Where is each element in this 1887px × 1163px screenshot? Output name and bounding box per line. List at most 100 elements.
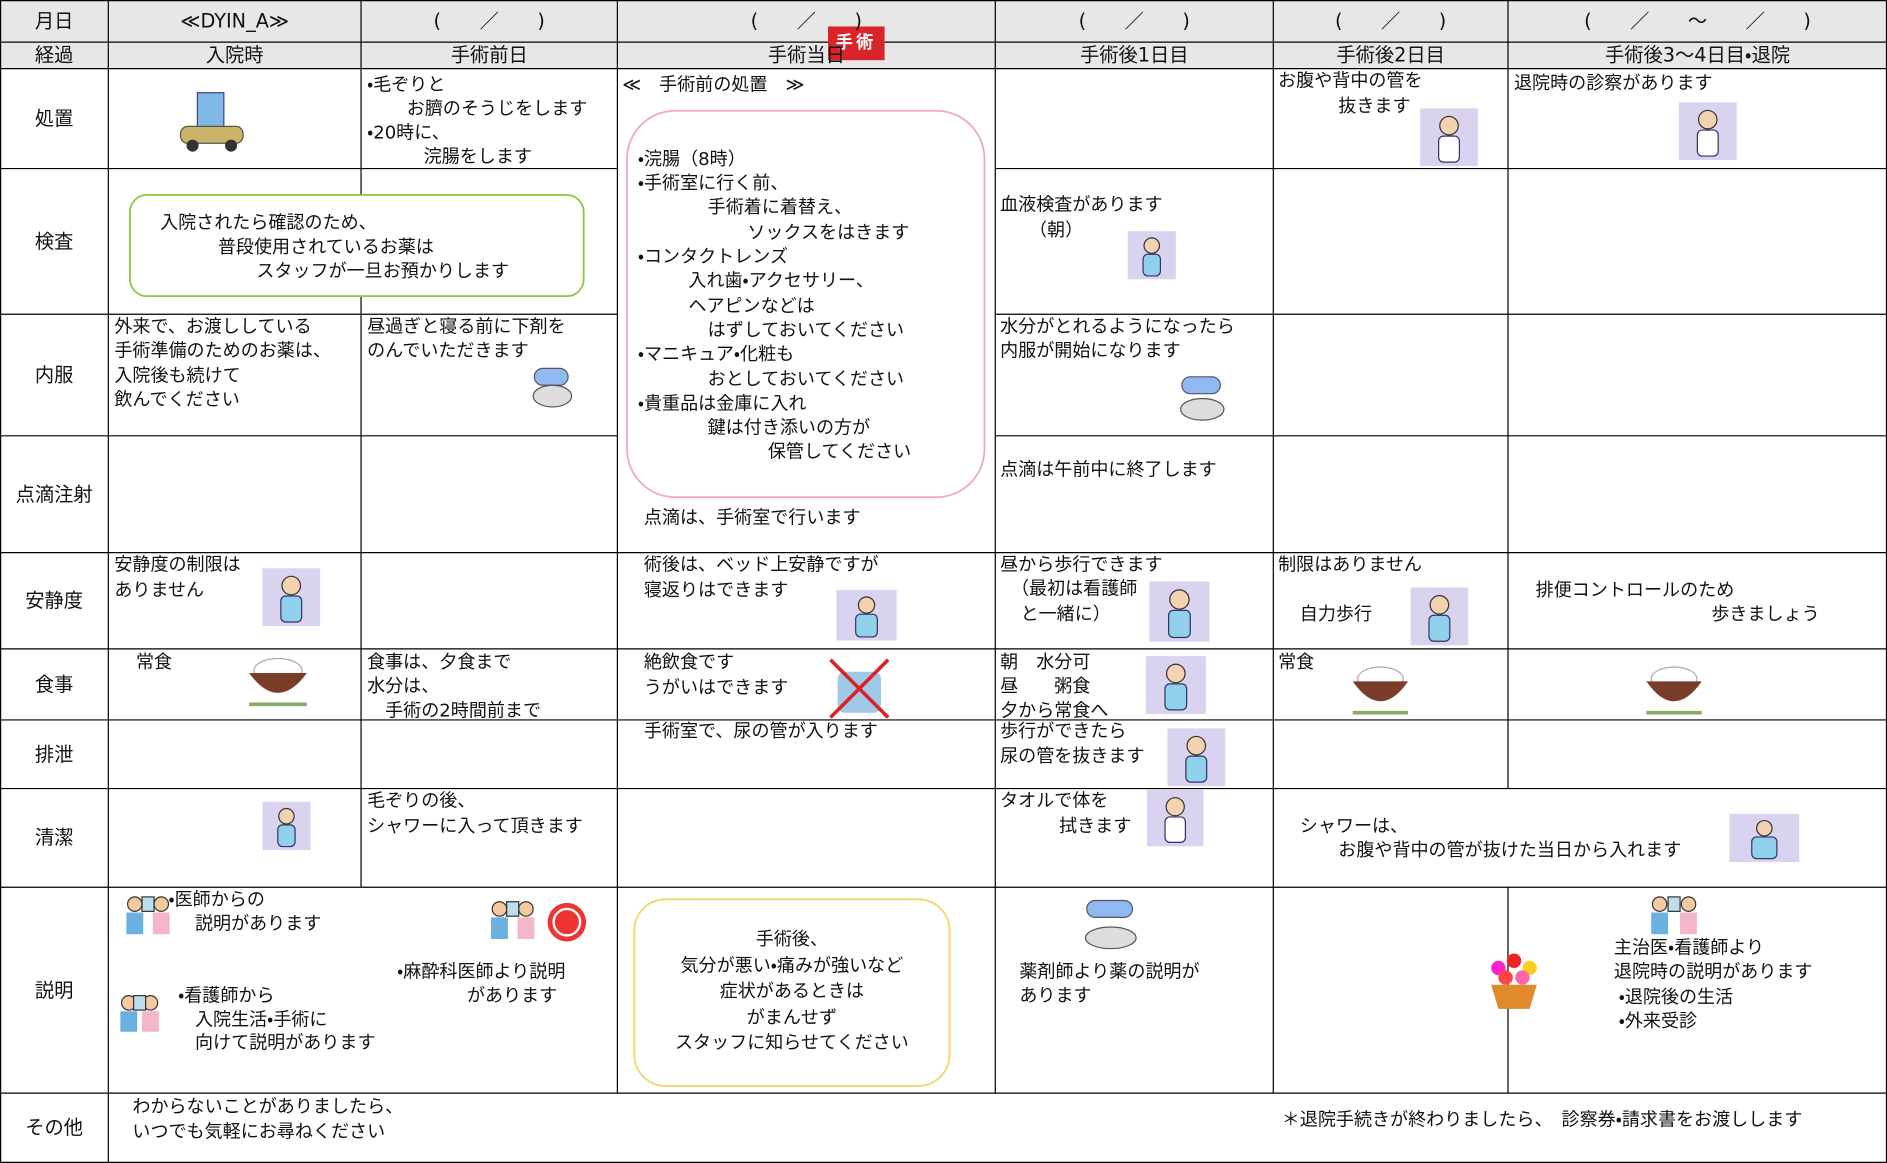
row-label: 清潔 — [34, 825, 74, 849]
note-line: 説明があります — [194, 912, 322, 935]
note-line: 鍵は付き添いの方が — [707, 416, 871, 439]
row-label: 説明 — [34, 978, 74, 1002]
row-label: 点滴注射 — [15, 482, 93, 506]
icon — [1167, 609, 1191, 639]
icon — [1180, 397, 1225, 421]
note-line: があります — [466, 984, 558, 1007]
icon — [1164, 816, 1187, 843]
note-line: いつでも気軽にお尋ねください — [132, 1120, 386, 1142]
date-cell: ( ／ ) — [1078, 9, 1190, 33]
icon — [1185, 755, 1208, 783]
icon — [491, 917, 508, 940]
icon — [1491, 984, 1537, 1009]
row-label: 処置 — [34, 107, 74, 131]
note-line: シャワーに入って頂きます — [367, 814, 583, 837]
icon — [153, 896, 170, 912]
note-line: 薬剤師より薬の説明が — [1019, 960, 1200, 983]
note-line: ・コンタクトレンズ — [637, 245, 789, 268]
note-line: 外来で、お渡ししている — [114, 315, 312, 337]
icon — [1164, 683, 1188, 711]
icon — [1084, 926, 1137, 950]
icon — [126, 912, 144, 935]
date-cell: 月日 — [34, 9, 74, 33]
note-line: 抜きます — [1338, 94, 1411, 117]
note-line: 普段使用されているお薬は — [217, 235, 434, 258]
icon — [1651, 896, 1668, 912]
note-line: ・マニキュア・化粧も — [637, 343, 795, 366]
note-line: シャワーは、 — [1299, 815, 1409, 837]
icon — [1165, 663, 1186, 684]
icon — [132, 995, 147, 1011]
note-line: のんでいただきます — [367, 339, 529, 362]
note-line: タオルで体を — [1000, 789, 1109, 811]
note-line: ・手術室に行く前、 — [637, 172, 789, 194]
icon — [1142, 253, 1162, 277]
stage-cell: 経過 — [34, 43, 74, 67]
icon — [1352, 681, 1409, 702]
note-line: 主治医・看護師より — [1613, 936, 1765, 959]
note-line: 点滴は、手術室で行います — [643, 506, 861, 529]
note-line: 常食 — [1278, 651, 1315, 673]
note-line: あります — [1019, 984, 1092, 1007]
row-label: その他 — [25, 1116, 84, 1139]
icon — [277, 824, 296, 848]
note-line: 症状があるときは — [719, 980, 865, 1002]
icon — [532, 384, 573, 408]
icon — [857, 596, 876, 614]
icon — [280, 595, 303, 623]
stage-cell: 手術後1日目 — [1080, 43, 1189, 67]
note-line: 退院時の診察があります — [1514, 72, 1713, 94]
icon — [1143, 237, 1161, 254]
icon — [506, 901, 520, 917]
icon — [1680, 896, 1697, 912]
note-line: 尿の管を抜きます — [1000, 744, 1145, 767]
row-label: 検査 — [34, 229, 74, 253]
icon — [1515, 970, 1530, 985]
icon — [120, 1011, 138, 1032]
note-line: 入れ歯・アクセサリー、 — [688, 270, 874, 292]
icon — [1498, 970, 1513, 985]
icon — [829, 658, 890, 719]
icon — [1186, 735, 1207, 756]
note-line: 気分が悪い・痛みが強いなど — [680, 954, 904, 977]
note-line: 浣腸をします — [423, 145, 532, 168]
note-line: 朝 水分可 — [1000, 651, 1091, 673]
icon — [1086, 899, 1134, 918]
note-line: 手術の2時間前まで — [385, 699, 542, 722]
note-line: 安静度の制限は — [114, 553, 241, 575]
note-line: 術後は、ベッド上安静ですが — [643, 553, 879, 575]
icon — [837, 671, 881, 713]
note-line: 手術室で、尿の管が入ります — [643, 719, 878, 742]
note-line: 水分がとれるようになったら — [1000, 315, 1235, 337]
icon — [1667, 896, 1681, 912]
icon — [491, 901, 508, 917]
note-line: 水分は、 — [367, 675, 440, 698]
icon — [249, 672, 307, 693]
note-line: 絶飲食です — [643, 650, 735, 673]
note-line: 毛ぞりの後、 — [367, 789, 476, 811]
icon — [1169, 589, 1190, 610]
icon — [1696, 129, 1719, 157]
note-line: 拭きます — [1059, 814, 1132, 837]
icon — [552, 907, 582, 937]
icon — [152, 912, 170, 935]
note-line: 歩行ができたら — [1000, 719, 1127, 742]
note-line: 常食 — [135, 651, 173, 673]
icon — [1751, 836, 1778, 860]
icon — [1680, 912, 1697, 935]
icon — [1651, 912, 1669, 935]
row-label: 食事 — [34, 672, 74, 696]
icon — [1697, 109, 1718, 130]
icon — [1428, 614, 1451, 642]
note-box — [633, 898, 951, 1087]
note-line: 自力歩行 — [1299, 602, 1373, 625]
note-line: 入院生活・手術に — [194, 1008, 328, 1031]
icon — [855, 613, 878, 638]
note-line: ・浣腸（8時） — [637, 147, 746, 170]
date-cell: ( ／ ) — [1334, 9, 1447, 33]
stage-cell: 入院時 — [205, 43, 264, 67]
date-cell: ( ／ ) — [433, 9, 545, 33]
